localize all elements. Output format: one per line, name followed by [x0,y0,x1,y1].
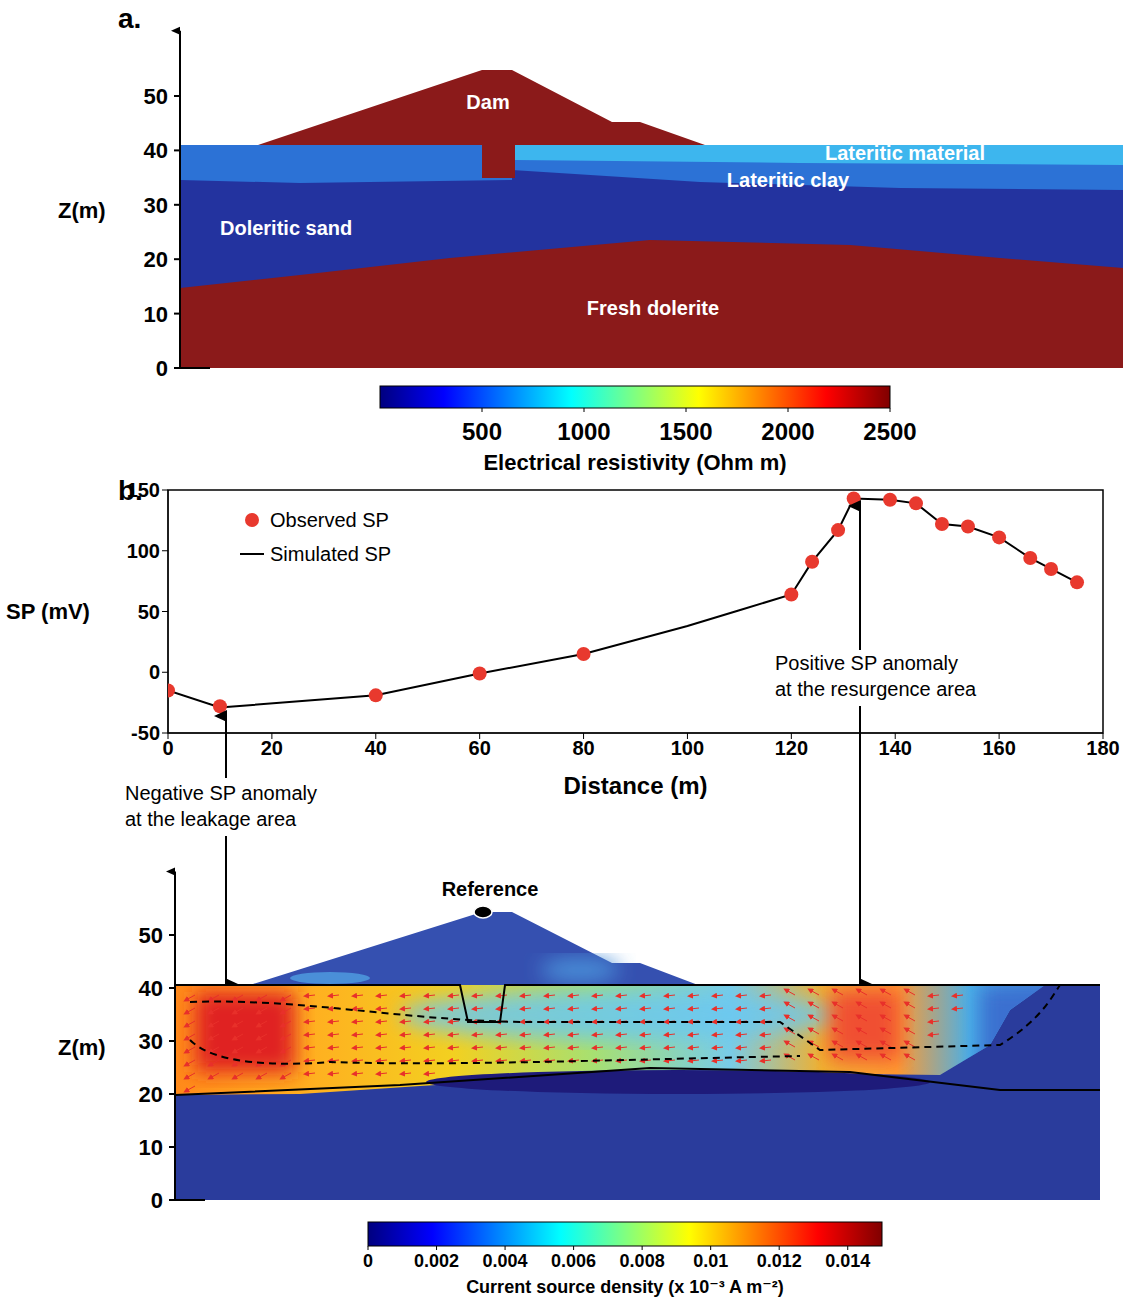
svg-text:30: 30 [139,1029,163,1054]
svg-text:0.01: 0.01 [693,1251,728,1271]
svg-text:SP (mV): SP (mV) [6,599,90,624]
svg-text:0: 0 [363,1251,373,1271]
svg-text:10: 10 [144,302,168,327]
svg-text:50: 50 [138,601,160,623]
svg-text:0.004: 0.004 [483,1251,528,1271]
svg-text:20: 20 [144,247,168,272]
svg-text:Reference: Reference [442,878,539,900]
svg-text:-50: -50 [131,722,160,744]
svg-text:Doleritic sand: Doleritic sand [220,217,352,239]
svg-text:30: 30 [144,193,168,218]
svg-text:0: 0 [151,1188,163,1213]
svg-text:Distance (m): Distance (m) [563,772,707,799]
svg-text:1500: 1500 [659,418,712,445]
svg-text:180: 180 [1086,737,1119,759]
svg-text:500: 500 [462,418,502,445]
svg-text:a.: a. [118,3,141,34]
svg-text:0.006: 0.006 [551,1251,596,1271]
svg-text:20: 20 [261,737,283,759]
svg-text:at the leakage area: at the leakage area [125,808,297,830]
svg-text:Electrical resistivity (Ohm m): Electrical resistivity (Ohm m) [483,450,786,475]
svg-text:150: 150 [127,480,160,501]
svg-text:0.014: 0.014 [825,1251,870,1271]
svg-text:0.008: 0.008 [620,1251,665,1271]
svg-text:Dam: Dam [466,91,509,113]
svg-text:Lateritic material: Lateritic material [825,142,985,164]
svg-text:2000: 2000 [761,418,814,445]
svg-text:Negative SP anomaly: Negative SP anomaly [125,782,317,804]
svg-text:Positive SP anomaly: Positive SP anomaly [775,652,958,674]
svg-text:100: 100 [671,737,704,759]
svg-text:Fresh dolerite: Fresh dolerite [587,297,719,319]
svg-text:120: 120 [775,737,808,759]
svg-text:2500: 2500 [863,418,916,445]
svg-text:0: 0 [162,737,173,759]
svg-text:20: 20 [139,1082,163,1107]
svg-text:Z(m): Z(m) [58,198,106,223]
svg-text:0: 0 [156,356,168,381]
svg-text:Current source density (x 10⁻³: Current source density (x 10⁻³ A m⁻²) [466,1277,784,1297]
svg-text:0: 0 [149,661,160,683]
svg-text:0.012: 0.012 [757,1251,802,1271]
svg-text:Observed SP: Observed SP [270,509,389,531]
svg-text:Z(m): Z(m) [58,1035,106,1060]
svg-text:Simulated SP: Simulated SP [270,543,391,565]
svg-text:50: 50 [139,923,163,948]
svg-text:Lateritic clay: Lateritic clay [727,169,850,191]
svg-text:40: 40 [144,138,168,163]
svg-text:b.: b. [118,475,143,506]
svg-text:100: 100 [127,540,160,562]
svg-text:1000: 1000 [557,418,610,445]
svg-text:50: 50 [144,84,168,109]
svg-text:0.002: 0.002 [414,1251,459,1271]
svg-text:40: 40 [139,976,163,1001]
svg-text:140: 140 [879,737,912,759]
svg-text:at the resurgence area: at the resurgence area [775,678,977,700]
svg-text:60: 60 [469,737,491,759]
svg-text:40: 40 [365,737,387,759]
svg-text:10: 10 [139,1135,163,1160]
svg-text:160: 160 [982,737,1015,759]
svg-text:80: 80 [572,737,594,759]
